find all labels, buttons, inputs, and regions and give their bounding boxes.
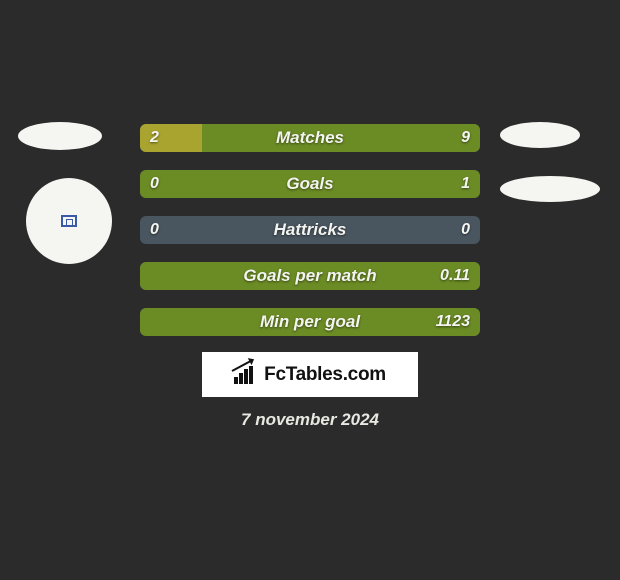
stat-bar-left-fill xyxy=(140,124,202,152)
brand-text: FcTables.com xyxy=(264,364,386,386)
stat-row: Matches29 xyxy=(140,124,480,152)
right-player-ellipse-1 xyxy=(500,122,580,148)
bar-chart-icon xyxy=(234,366,258,384)
left-player-avatar xyxy=(26,178,112,264)
stat-label: Hattricks xyxy=(140,216,480,244)
avatar-placeholder-icon xyxy=(61,215,77,227)
stat-row: Hattricks0 0 xyxy=(140,216,480,244)
stat-row: Min per goal1123 xyxy=(140,308,480,336)
stat-value-left: 0 xyxy=(150,216,159,244)
stat-bar-right-fill xyxy=(202,124,480,152)
stats-stack: Matches29 Goals01 Hattricks0 0 Goals per mat… xyxy=(140,124,480,354)
date-line: 7 november 2024 xyxy=(0,410,620,430)
stat-row: Goals01 xyxy=(140,170,480,198)
stat-bar-right-fill xyxy=(140,262,480,290)
stat-row: Goals per match0.11 xyxy=(140,262,480,290)
brand-box: FcTables.com xyxy=(202,352,418,397)
left-player-ellipse xyxy=(18,122,102,150)
stat-bar-right-fill xyxy=(140,170,480,198)
right-player-ellipse-2 xyxy=(500,176,600,202)
stat-bar-right-fill xyxy=(140,308,480,336)
stat-value-right: 0 xyxy=(461,216,470,244)
